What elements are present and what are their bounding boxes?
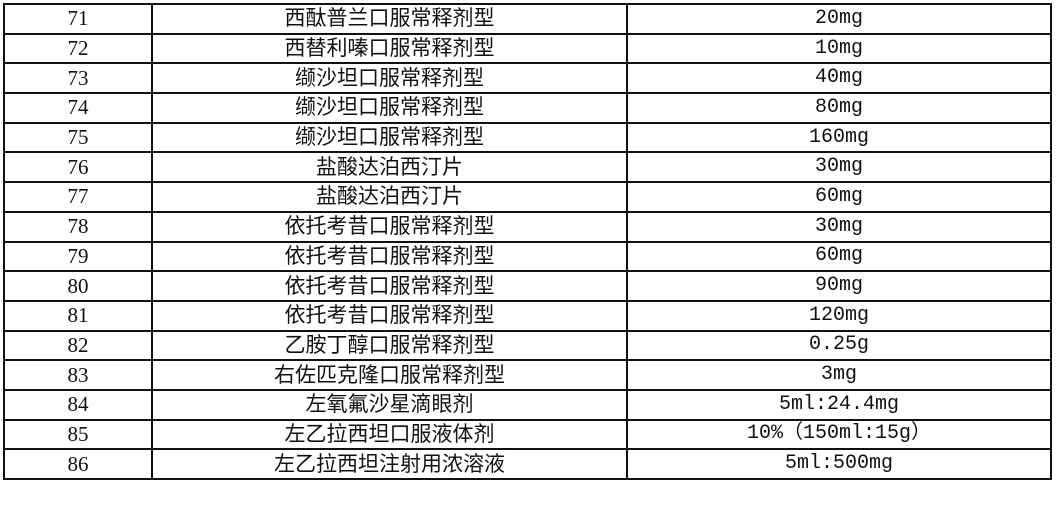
specification-cell: 20mg: [626, 3, 1052, 35]
drug-name-cell: 西酞普兰口服常释剂型: [151, 3, 628, 35]
table-row: 86 左乙拉西坦注射用浓溶液 5ml:500mg: [3, 448, 1052, 480]
row-number-cell: 77: [3, 181, 153, 213]
specification-cell: 80mg: [626, 92, 1052, 124]
table-row: 78 依托考昔口服常释剂型 30mg: [3, 210, 1052, 243]
drug-name-cell: 左乙拉西坦口服液体剂: [151, 418, 628, 451]
drug-name-cell: 左乙拉西坦注射用浓溶液: [151, 448, 628, 480]
table-row: 73 缬沙坦口服常释剂型 40mg: [3, 62, 1052, 95]
row-number-cell: 74: [3, 92, 153, 124]
table-row: 84 左氧氟沙星滴眼剂 5ml:24.4mg: [3, 388, 1052, 421]
table-row: 81 依托考昔口服常释剂型 120mg: [3, 299, 1052, 332]
specification-cell: 10mg: [626, 32, 1052, 65]
specification-cell: 30mg: [626, 151, 1052, 184]
table-row: 71 西酞普兰口服常释剂型 20mg: [3, 3, 1052, 35]
row-number-cell: 85: [3, 418, 153, 451]
table-row: 72 西替利嗪口服常释剂型 10mg: [3, 32, 1052, 65]
specification-cell: 10%（150ml:15g）: [626, 418, 1052, 451]
row-number-cell: 79: [3, 240, 153, 273]
specification-cell: 3mg: [626, 359, 1052, 391]
specification-cell: 60mg: [626, 181, 1052, 213]
table-row: 77 盐酸达泊西汀片 60mg: [3, 181, 1052, 213]
row-number-cell: 71: [3, 3, 153, 35]
specification-cell: 30mg: [626, 210, 1052, 243]
table-row: 79 依托考昔口服常释剂型 60mg: [3, 240, 1052, 273]
drug-name-cell: 依托考昔口服常释剂型: [151, 240, 628, 273]
drug-name-cell: 依托考昔口服常释剂型: [151, 299, 628, 332]
specification-cell: 40mg: [626, 62, 1052, 95]
table-row: 75 缬沙坦口服常释剂型 160mg: [3, 121, 1052, 154]
row-number-cell: 78: [3, 210, 153, 243]
specification-cell: 0.25g: [626, 329, 1052, 362]
specification-cell: 5ml:500mg: [626, 448, 1052, 480]
drug-name-cell: 盐酸达泊西汀片: [151, 151, 628, 184]
row-number-cell: 75: [3, 121, 153, 154]
row-number-cell: 83: [3, 359, 153, 391]
drug-name-cell: 右佐匹克隆口服常释剂型: [151, 359, 628, 391]
drug-table: 71 西酞普兰口服常释剂型 20mg 72 西替利嗪口服常释剂型 10mg 73 缬沙坦口服常…: [3, 3, 1052, 480]
row-number-cell: 81: [3, 299, 153, 332]
row-number-cell: 86: [3, 448, 153, 480]
table-row: 76 盐酸达泊西汀片 30mg: [3, 151, 1052, 184]
drug-name-cell: 依托考昔口服常释剂型: [151, 270, 628, 302]
row-number-cell: 73: [3, 62, 153, 95]
row-number-cell: 72: [3, 32, 153, 65]
specification-cell: 160mg: [626, 121, 1052, 154]
table-row: 83 右佐匹克隆口服常释剂型 3mg: [3, 359, 1052, 391]
drug-name-cell: 缬沙坦口服常释剂型: [151, 62, 628, 95]
drug-name-cell: 依托考昔口服常释剂型: [151, 210, 628, 243]
drug-name-cell: 缬沙坦口服常释剂型: [151, 92, 628, 124]
drug-name-cell: 西替利嗪口服常释剂型: [151, 32, 628, 65]
table-row: 85 左乙拉西坦口服液体剂 10%（150ml:15g）: [3, 418, 1052, 451]
specification-cell: 60mg: [626, 240, 1052, 273]
specification-cell: 120mg: [626, 299, 1052, 332]
drug-name-cell: 乙胺丁醇口服常释剂型: [151, 329, 628, 362]
row-number-cell: 76: [3, 151, 153, 184]
specification-cell: 5ml:24.4mg: [626, 388, 1052, 421]
specification-cell: 90mg: [626, 270, 1052, 302]
table-body: 71 西酞普兰口服常释剂型 20mg 72 西替利嗪口服常释剂型 10mg 73 缬沙坦口服常…: [3, 3, 1052, 480]
row-number-cell: 80: [3, 270, 153, 302]
table-row: 74 缬沙坦口服常释剂型 80mg: [3, 92, 1052, 124]
drug-name-cell: 左氧氟沙星滴眼剂: [151, 388, 628, 421]
drug-name-cell: 盐酸达泊西汀片: [151, 181, 628, 213]
row-number-cell: 84: [3, 388, 153, 421]
table-row: 80 依托考昔口服常释剂型 90mg: [3, 270, 1052, 302]
drug-name-cell: 缬沙坦口服常释剂型: [151, 121, 628, 154]
table-row: 82 乙胺丁醇口服常释剂型 0.25g: [3, 329, 1052, 362]
row-number-cell: 82: [3, 329, 153, 362]
